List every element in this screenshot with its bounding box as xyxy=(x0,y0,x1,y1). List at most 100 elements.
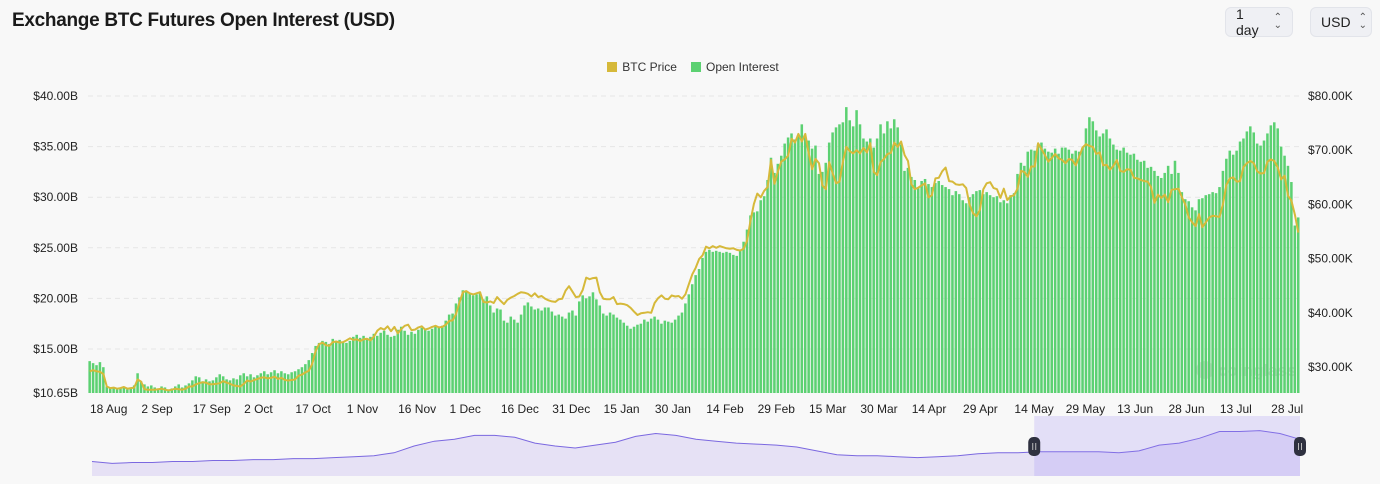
open-interest-bar xyxy=(352,336,355,393)
open-interest-bar xyxy=(954,191,958,393)
legend-item-btc-price[interactable]: BTC Price xyxy=(607,60,677,74)
open-interest-bar xyxy=(495,308,499,393)
x-tick-label: 1 Nov xyxy=(347,402,378,416)
open-interest-bar xyxy=(951,195,954,393)
open-interest-bar xyxy=(1231,154,1235,393)
open-interest-bar xyxy=(882,133,886,393)
open-interest-bar xyxy=(834,127,838,393)
x-tick-label: 15 Jan xyxy=(604,402,640,416)
open-interest-bar xyxy=(328,343,331,393)
open-interest-bar xyxy=(396,329,400,393)
open-interest-bar xyxy=(961,200,964,393)
interval-select[interactable]: 1 day ⌃ ⌄ xyxy=(1225,6,1293,38)
open-interest-bar xyxy=(667,321,670,393)
open-interest-bar xyxy=(1293,225,1297,393)
y-right-tick-label: $60.00K xyxy=(1308,197,1353,211)
open-interest-bar xyxy=(930,187,934,393)
open-interest-bar xyxy=(263,371,266,393)
open-interest-bar xyxy=(892,119,896,393)
navigator-handle[interactable] xyxy=(1028,437,1041,456)
open-interest-bar xyxy=(1252,132,1255,393)
chevron-up-down-icon: ⌃ ⌄ xyxy=(1358,12,1367,31)
x-tick-label: 2 Oct xyxy=(244,402,273,416)
open-interest-bar xyxy=(122,387,126,393)
open-interest-bar xyxy=(656,319,660,393)
navigator-handle[interactable] xyxy=(1294,437,1306,456)
open-interest-bar xyxy=(560,316,564,393)
x-tick-label: 14 Feb xyxy=(706,402,744,416)
open-interest-bar xyxy=(1279,146,1283,393)
navigator-selection[interactable] xyxy=(1034,416,1300,476)
open-interest-bar xyxy=(1296,217,1300,393)
open-interest-bar xyxy=(643,319,646,393)
open-interest-bar xyxy=(1187,201,1190,393)
open-interest-bar xyxy=(119,388,122,393)
open-interest-bar xyxy=(827,142,831,393)
open-interest-bar xyxy=(417,329,420,393)
open-interest-bar xyxy=(345,342,348,393)
open-interest-bar xyxy=(307,360,311,393)
open-interest-bar xyxy=(375,335,379,393)
open-interest-bar xyxy=(1091,121,1095,393)
open-interest-bar xyxy=(964,203,968,393)
open-interest-bar xyxy=(557,314,560,393)
y-left-tick-label: $30.00B xyxy=(33,190,78,204)
open-interest-bar xyxy=(1094,130,1098,393)
open-interest-bar xyxy=(283,373,287,393)
open-interest-bar xyxy=(769,157,773,393)
open-interest-bar xyxy=(869,138,872,393)
open-interest-bar xyxy=(512,319,516,393)
open-interest-bar xyxy=(1290,182,1293,393)
open-interest-bar xyxy=(1166,165,1170,393)
open-interest-bar xyxy=(1077,151,1081,393)
currency-select-value: USD xyxy=(1321,14,1351,30)
open-interest-bar xyxy=(927,184,930,393)
open-interest-bar xyxy=(98,362,102,393)
open-interest-bar xyxy=(899,144,903,393)
open-interest-bar xyxy=(1177,172,1180,393)
open-interest-bar xyxy=(913,179,917,393)
open-interest-bar xyxy=(468,293,471,393)
open-interest-bar xyxy=(738,250,742,393)
x-tick-label: 28 Jun xyxy=(1168,402,1204,416)
open-interest-bar xyxy=(680,312,684,393)
open-interest-bar xyxy=(280,371,283,393)
open-interest-bar xyxy=(649,318,653,393)
open-interest-bar xyxy=(749,215,752,393)
open-interest-bar xyxy=(677,315,680,393)
open-interest-bar xyxy=(814,145,817,393)
open-interest-bar xyxy=(1160,177,1163,393)
open-interest-bar xyxy=(673,319,677,393)
open-interest-bar xyxy=(1112,144,1115,393)
x-tick-label: 13 Jul xyxy=(1220,402,1252,416)
open-interest-bar xyxy=(454,303,458,393)
open-interest-bar xyxy=(629,328,632,393)
open-interest-bar xyxy=(1218,187,1221,393)
open-interest-bar xyxy=(300,367,304,393)
open-interest-bar xyxy=(1043,148,1047,393)
open-interest-bar xyxy=(1036,144,1040,393)
open-interest-bar xyxy=(509,316,513,393)
open-interest-bar xyxy=(139,381,143,393)
open-interest-bar xyxy=(759,200,762,393)
open-interest-bar xyxy=(1283,155,1286,393)
x-tick-label: 31 Dec xyxy=(552,402,590,416)
open-interest-bar xyxy=(920,181,923,393)
open-interest-bar xyxy=(824,162,828,393)
legend-item-open-interest[interactable]: Open Interest xyxy=(690,60,779,74)
open-interest-bar xyxy=(379,332,382,393)
open-interest-bar xyxy=(506,322,509,393)
legend-label: Open Interest xyxy=(705,60,779,74)
open-interest-bar xyxy=(875,138,879,393)
open-interest-bar xyxy=(1115,149,1119,393)
currency-select[interactable]: USD ⌃ ⌄ xyxy=(1310,7,1372,37)
x-tick-label: 18 Aug xyxy=(90,402,127,416)
x-tick-label: 2 Sep xyxy=(141,402,173,416)
open-interest-bar xyxy=(225,379,228,393)
open-interest-bar xyxy=(1067,149,1071,393)
open-interest-bar xyxy=(1221,170,1225,393)
open-interest-bar xyxy=(1040,142,1043,393)
open-interest-bar xyxy=(362,335,365,393)
open-interest-bar xyxy=(848,120,851,394)
btc-price-line xyxy=(89,132,1300,392)
